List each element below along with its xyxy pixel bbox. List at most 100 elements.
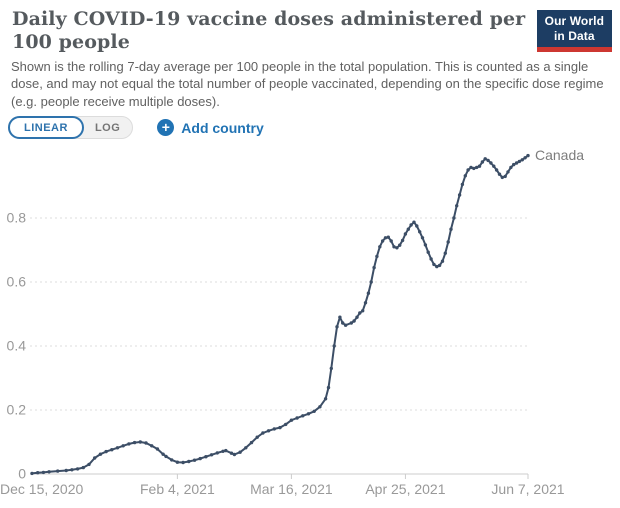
- data-point[interactable]: [326, 385, 331, 390]
- data-point[interactable]: [56, 469, 60, 473]
- data-point[interactable]: [161, 452, 165, 456]
- data-point[interactable]: [170, 458, 174, 462]
- data-point[interactable]: [352, 319, 356, 323]
- data-point[interactable]: [466, 168, 470, 172]
- data-point[interactable]: [93, 456, 97, 460]
- data-point[interactable]: [104, 449, 108, 454]
- data-point[interactable]: [415, 224, 419, 228]
- data-point[interactable]: [475, 165, 479, 170]
- data-point[interactable]: [343, 323, 348, 327]
- data-point[interactable]: [460, 182, 465, 187]
- data-point[interactable]: [255, 435, 259, 439]
- data-point[interactable]: [358, 311, 362, 315]
- data-point[interactable]: [198, 456, 202, 461]
- data-point[interactable]: [517, 159, 522, 164]
- data-point[interactable]: [449, 227, 453, 231]
- data-point[interactable]: [209, 453, 214, 457]
- data-point[interactable]: [87, 462, 91, 467]
- data-point[interactable]: [323, 397, 328, 401]
- data-point[interactable]: [418, 230, 422, 234]
- data-point[interactable]: [497, 172, 502, 176]
- data-point[interactable]: [483, 157, 487, 161]
- data-point[interactable]: [423, 243, 428, 247]
- data-point[interactable]: [221, 449, 225, 453]
- data-point[interactable]: [81, 465, 86, 470]
- data-point[interactable]: [514, 161, 519, 165]
- data-point[interactable]: [440, 259, 445, 263]
- data-point[interactable]: [412, 220, 416, 224]
- data-point[interactable]: [389, 239, 393, 243]
- data-point[interactable]: [295, 416, 299, 420]
- data-point[interactable]: [398, 243, 402, 247]
- data-point[interactable]: [64, 468, 68, 473]
- data-point[interactable]: [452, 216, 456, 220]
- data-point[interactable]: [380, 239, 385, 243]
- data-point[interactable]: [36, 471, 40, 475]
- data-point[interactable]: [486, 158, 490, 163]
- data-point[interactable]: [335, 325, 339, 329]
- data-point[interactable]: [480, 160, 485, 164]
- data-point[interactable]: [150, 444, 154, 448]
- data-point[interactable]: [312, 409, 316, 413]
- linear-scale-button[interactable]: LINEAR: [8, 116, 84, 139]
- data-point[interactable]: [446, 240, 450, 244]
- data-point[interactable]: [341, 321, 345, 325]
- data-point[interactable]: [272, 427, 276, 431]
- data-point[interactable]: [392, 245, 396, 249]
- data-point[interactable]: [494, 168, 499, 172]
- data-point[interactable]: [121, 444, 125, 448]
- data-point[interactable]: [443, 251, 447, 255]
- data-point[interactable]: [437, 263, 442, 268]
- data-point[interactable]: [192, 458, 197, 462]
- data-point[interactable]: [261, 431, 265, 435]
- data-point[interactable]: [41, 470, 46, 475]
- data-point[interactable]: [503, 174, 507, 179]
- data-point[interactable]: [426, 250, 430, 254]
- data-point[interactable]: [187, 459, 191, 464]
- data-point[interactable]: [155, 447, 160, 451]
- data-point[interactable]: [523, 156, 527, 160]
- data-point[interactable]: [306, 412, 311, 416]
- data-point[interactable]: [70, 468, 74, 472]
- data-point[interactable]: [420, 236, 425, 240]
- data-point[interactable]: [361, 309, 365, 313]
- data-point[interactable]: [375, 254, 379, 259]
- data-point[interactable]: [47, 470, 51, 474]
- data-point[interactable]: [266, 429, 271, 433]
- data-point[interactable]: [115, 446, 120, 450]
- data-point[interactable]: [469, 165, 473, 170]
- data-point[interactable]: [181, 460, 185, 465]
- data-point[interactable]: [164, 454, 168, 459]
- data-point[interactable]: [138, 440, 142, 444]
- data-point[interactable]: [477, 164, 482, 168]
- data-point[interactable]: [363, 301, 368, 305]
- data-point[interactable]: [520, 158, 524, 162]
- line-chart[interactable]: 0 0.2 0.4 0.6 0.8 Dec 15, 2020 Feb 4, 2021 Mar …: [0, 140, 620, 508]
- data-point[interactable]: [30, 471, 34, 476]
- data-point[interactable]: [366, 291, 371, 295]
- data-point[interactable]: [332, 344, 336, 348]
- data-point[interactable]: [432, 262, 436, 267]
- data-point[interactable]: [383, 236, 388, 240]
- data-point[interactable]: [435, 264, 439, 269]
- data-point[interactable]: [457, 193, 462, 197]
- data-point[interactable]: [127, 442, 131, 446]
- data-point[interactable]: [224, 448, 228, 453]
- owid-logo[interactable]: Our World in Data: [536, 10, 612, 52]
- data-point[interactable]: [395, 246, 399, 250]
- data-point[interactable]: [506, 170, 510, 174]
- log-scale-button[interactable]: LOG: [83, 116, 132, 139]
- data-point[interactable]: [238, 450, 242, 454]
- data-point[interactable]: [400, 238, 405, 243]
- data-point[interactable]: [406, 227, 410, 231]
- data-point[interactable]: [301, 414, 305, 418]
- data-point[interactable]: [372, 265, 376, 270]
- data-point[interactable]: [429, 257, 433, 261]
- data-point[interactable]: [175, 460, 180, 464]
- data-point[interactable]: [386, 235, 390, 239]
- data-point[interactable]: [463, 174, 467, 178]
- data-point[interactable]: [215, 451, 219, 455]
- data-point[interactable]: [403, 232, 408, 236]
- data-point[interactable]: [278, 425, 282, 430]
- data-point[interactable]: [409, 223, 413, 227]
